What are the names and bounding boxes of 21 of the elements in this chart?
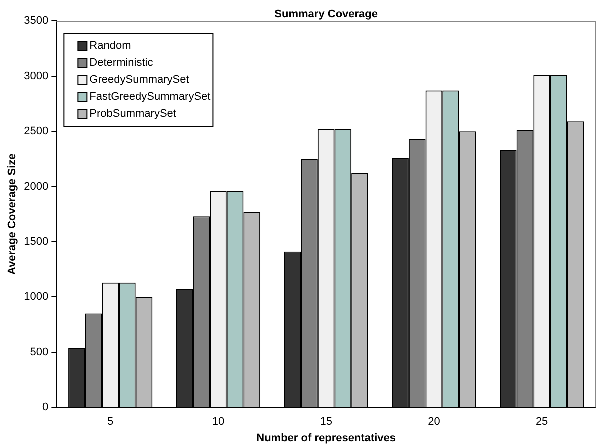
legend-label: Deterministic	[90, 57, 154, 70]
x-tick-label: 20	[428, 416, 440, 428]
y-tick-label: 3000	[24, 70, 49, 82]
y-tick-label: 0	[42, 402, 49, 414]
x-axis-title: Number of representatives	[256, 432, 396, 444]
legend-label: Random	[90, 40, 132, 52]
y-axis-title: Average Coverage Size	[6, 154, 19, 276]
y-tick-label: 2000	[24, 180, 49, 193]
y-tick-label: 1500	[24, 236, 49, 248]
y-tick-label: 3500	[24, 15, 49, 28]
x-tick-label: 25	[536, 416, 548, 428]
x-tick-label: 5	[108, 416, 114, 428]
y-tick-label: 500	[30, 346, 49, 358]
x-tick-label: 10	[212, 416, 225, 428]
chart-title: Summary Coverage	[274, 8, 378, 21]
y-tick-label: 1000	[24, 291, 49, 304]
x-tick-label: 15	[320, 416, 332, 428]
y-tick-label: 2500	[24, 126, 49, 138]
legend-label: GreedySummarySet	[90, 74, 190, 86]
legend-label: FastGreedySummarySet	[90, 91, 211, 104]
legend-label: ProbSummarySet	[90, 108, 176, 120]
